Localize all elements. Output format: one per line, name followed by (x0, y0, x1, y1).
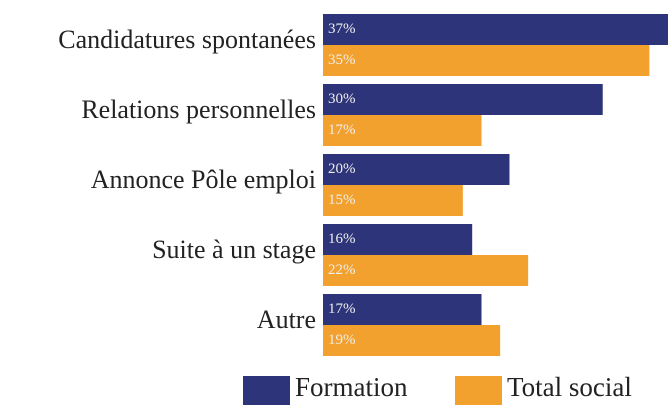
bar (323, 224, 473, 255)
bar (323, 294, 482, 325)
legend-swatch (455, 376, 502, 405)
value-label: 17% (328, 122, 356, 138)
value-label: 22% (328, 262, 356, 278)
bar (323, 45, 650, 76)
bar (323, 154, 510, 185)
legend-label: Total social (507, 372, 632, 402)
category-label: Relations personnelles (81, 95, 316, 124)
category-label: Suite à un stage (152, 235, 316, 264)
bar (323, 84, 603, 115)
value-label: 20% (328, 161, 356, 177)
value-label: 16% (328, 231, 356, 247)
value-label: 37% (328, 21, 356, 37)
legend-swatch (243, 376, 290, 405)
bar (323, 325, 501, 356)
category-label: Candidatures spontanées (58, 25, 316, 54)
value-label: 30% (328, 91, 356, 107)
bar (323, 255, 529, 286)
category-label: Autre (257, 305, 316, 334)
value-label: 35% (328, 52, 356, 68)
value-label: 15% (328, 192, 356, 208)
bar (323, 185, 463, 216)
legend-label: Formation (295, 372, 408, 402)
bar (323, 14, 668, 45)
value-label: 17% (328, 301, 356, 317)
value-label: 19% (328, 332, 356, 348)
category-label: Annonce Pôle emploi (91, 165, 316, 194)
bar (323, 115, 482, 146)
